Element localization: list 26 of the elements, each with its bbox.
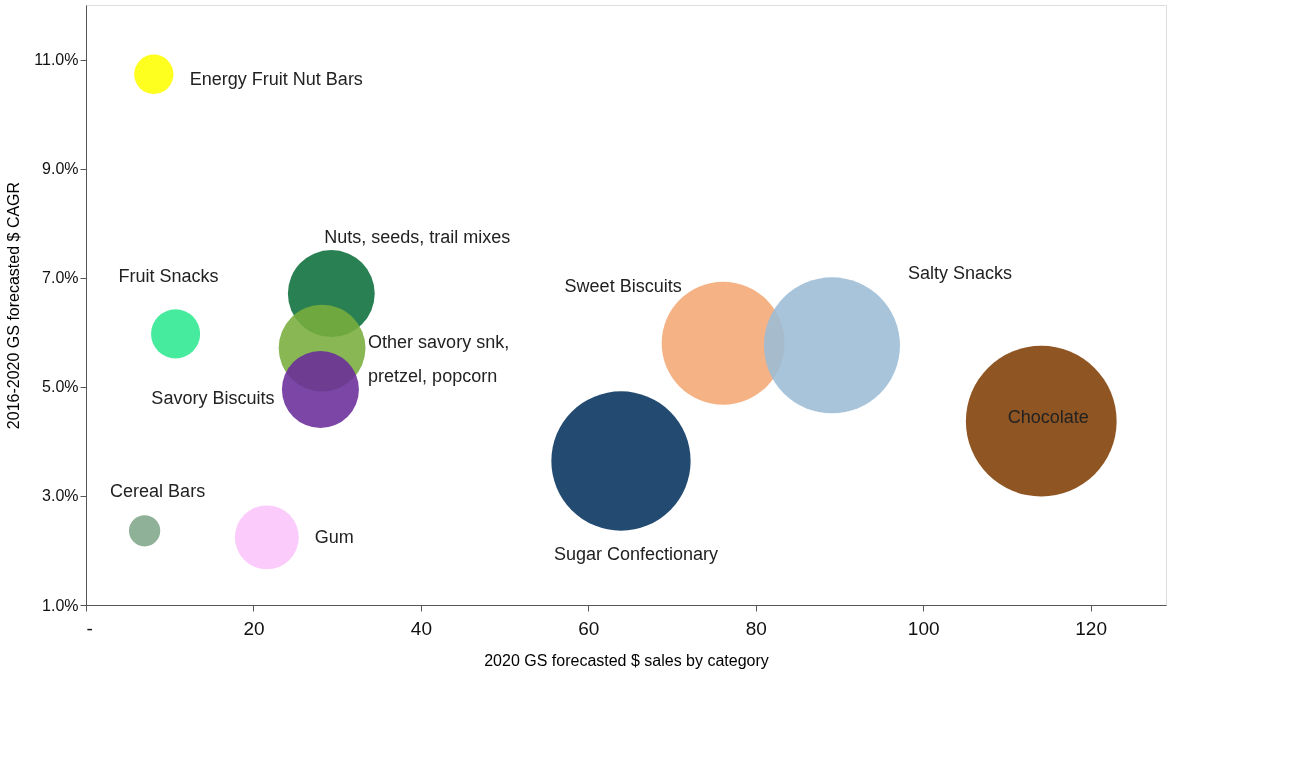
y-axis-title: 2016-2020 GS forecasted $ CAGR: [5, 181, 23, 430]
series-label: Gum: [314, 527, 354, 548]
series-label: Cereal Bars: [110, 480, 206, 501]
x-tick-label: 120: [1075, 617, 1107, 639]
y-tick-label: 3.0%: [42, 487, 79, 505]
series-label: Other savory snk, pretzel, popcorn: [368, 332, 510, 387]
series-label: Sweet Biscuits: [564, 276, 682, 297]
x-tick-label: 20: [243, 617, 265, 639]
x-tick-label: 60: [578, 617, 600, 639]
x-axis-title: 2020 GS forecasted $ sales by category: [484, 651, 769, 669]
series-label: Chocolate: [1007, 407, 1089, 428]
y-tick-label: 7.0%: [42, 269, 79, 287]
y-tick-label: 5.0%: [42, 378, 79, 396]
series-label: Salty Snacks: [907, 263, 1012, 284]
x-tick-label: 80: [745, 617, 767, 639]
x-tick-label: -: [86, 617, 93, 639]
y-tick-label: 11.0%: [34, 51, 79, 69]
y-tick-label: 1.0%: [42, 596, 79, 614]
series-label: Sugar Confectionary: [553, 544, 719, 564]
x-tick-label: 100: [907, 617, 940, 639]
series-label: Savory Biscuits: [151, 387, 275, 408]
series-label: Fruit Snacks: [118, 265, 219, 286]
y-tick-label: 9.0%: [42, 160, 79, 178]
series-label: Nuts, seeds, trail mixes: [324, 226, 511, 247]
x-tick-label: 40: [410, 617, 432, 639]
series-label: Energy Fruit Nut Bars: [189, 69, 363, 90]
